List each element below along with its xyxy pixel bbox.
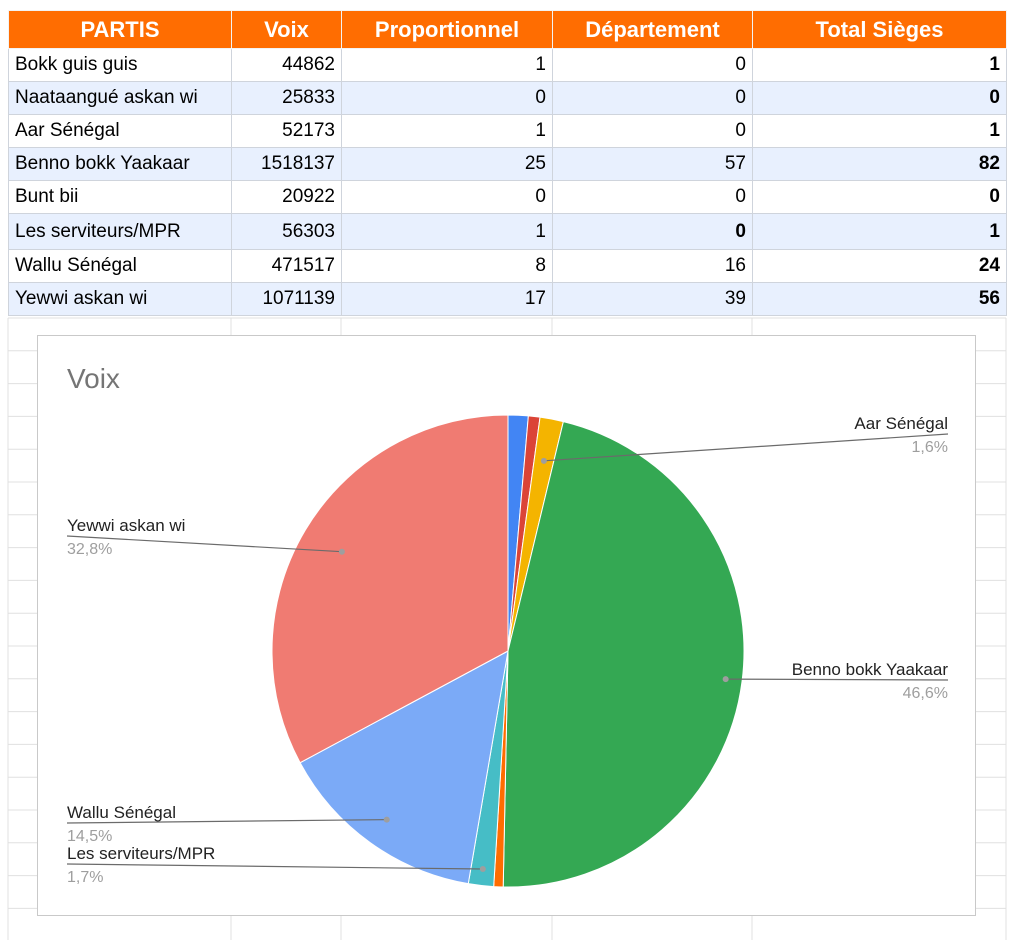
leader-line-benno-bokk-yaakaar: [725, 678, 949, 681]
slice-percent-benno-bokk-yaakaar: 46,6%: [903, 685, 948, 702]
cell-departement[interactable]: 0: [552, 213, 753, 250]
cell-proportionnel[interactable]: 0: [341, 81, 553, 115]
cell-departement[interactable]: 57: [552, 147, 753, 181]
table-row: Bokk guis guis 44862 1 0 1: [8, 48, 1007, 82]
leader-dot-wallu-senegal: [383, 816, 390, 823]
cell-proportionnel[interactable]: 0: [341, 180, 553, 214]
slice-percent-wallu-senegal: 14,5%: [67, 828, 112, 845]
cell-proportionnel[interactable]: 8: [341, 249, 553, 283]
cell-proportionnel[interactable]: 17: [341, 282, 553, 316]
leader-line-les-serviteurs-mpr: [66, 863, 483, 870]
leader-dot-yewwi-askan-wi: [338, 548, 345, 555]
cell-departement[interactable]: 0: [552, 114, 753, 148]
cell-party[interactable]: Benno bokk Yaakaar: [8, 147, 232, 181]
cell-voix[interactable]: 20922: [231, 180, 342, 214]
cell-voix[interactable]: 25833: [231, 81, 342, 115]
leader-dot-benno-bokk-yaakaar: [722, 676, 729, 683]
slice-label-yewwi-askan-wi: Yewwi askan wi: [67, 516, 185, 535]
cell-total[interactable]: 0: [752, 180, 1007, 214]
slice-label-benno-bokk-yaakaar: Benno bokk Yaakaar: [792, 660, 949, 679]
cell-party[interactable]: Bokk guis guis: [8, 48, 232, 82]
cell-departement[interactable]: 0: [552, 48, 753, 82]
cell-total[interactable]: 1: [752, 48, 1007, 82]
cell-party[interactable]: Les serviteurs/MPR: [8, 213, 232, 250]
chart-title: Voix: [67, 363, 120, 394]
cell-total[interactable]: 82: [752, 147, 1007, 181]
cell-voix[interactable]: 56303: [231, 213, 342, 250]
table-row: Wallu Sénégal 471517 8 16 24: [8, 249, 1007, 283]
cell-proportionnel[interactable]: 1: [341, 114, 553, 148]
cell-departement[interactable]: 39: [552, 282, 753, 316]
header-departement[interactable]: Département: [552, 10, 753, 49]
cell-party[interactable]: Yewwi askan wi: [8, 282, 232, 316]
cell-departement[interactable]: 0: [552, 81, 753, 115]
leader-line-yewwi-askan-wi: [66, 535, 342, 553]
header-row: PARTIS Voix Proportionnel Département To…: [8, 10, 1007, 49]
leader-dot-aar-senegal: [540, 457, 547, 464]
table-row: Aar Sénégal 52173 1 0 1: [8, 114, 1007, 148]
cell-proportionnel[interactable]: 25: [341, 147, 553, 181]
cell-party[interactable]: Naataangué askan wi: [8, 81, 232, 115]
cell-party[interactable]: Bunt bii: [8, 180, 232, 214]
cell-departement[interactable]: 16: [552, 249, 753, 283]
cell-departement[interactable]: 0: [552, 180, 753, 214]
slice-label-aar-senegal: Aar Sénégal: [854, 414, 948, 433]
leader-dot-les-serviteurs-mpr: [479, 866, 486, 873]
pie-chart[interactable]: Voix Aar Sénégal 1,6% Benno bokk Yaakaar 46…: [37, 335, 976, 916]
cell-voix[interactable]: 471517: [231, 249, 342, 283]
cell-proportionnel[interactable]: 1: [341, 213, 553, 250]
cell-total[interactable]: 0: [752, 81, 1007, 115]
table-row: Naataangué askan wi 25833 0 0 0: [8, 81, 1007, 115]
header-proportionnel[interactable]: Proportionnel: [341, 10, 553, 49]
pie-slice-yewwi-askan-wi[interactable]: [271, 414, 509, 764]
slice-percent-yewwi-askan-wi: 32,8%: [67, 541, 112, 558]
cell-total[interactable]: 24: [752, 249, 1007, 283]
pie-chart-canvas: Aar Sénégal 1,6% Benno bokk Yaakaar 46,6% Le…: [66, 414, 949, 888]
table-row: Bunt bii 20922 0 0 0: [8, 180, 1007, 214]
pie-slice-wallu-senegal[interactable]: [299, 650, 509, 885]
cell-voix[interactable]: 1071139: [231, 282, 342, 316]
table-row: Benno bokk Yaakaar 1518137 25 57 82: [8, 147, 1007, 181]
cell-voix[interactable]: 44862: [231, 48, 342, 82]
table-row: Yewwi askan wi 1071139 17 39 56: [8, 282, 1007, 316]
cell-voix[interactable]: 1518137: [231, 147, 342, 181]
slice-label-les-serviteurs-mpr: Les serviteurs/MPR: [67, 844, 215, 863]
slice-percent-les-serviteurs-mpr: 1,7%: [67, 869, 103, 886]
header-partis[interactable]: PARTIS: [8, 10, 232, 49]
cell-proportionnel[interactable]: 1: [341, 48, 553, 82]
cell-party[interactable]: Wallu Sénégal: [8, 249, 232, 283]
header-voix[interactable]: Voix: [231, 10, 342, 49]
cell-total[interactable]: 1: [752, 114, 1007, 148]
cell-voix[interactable]: 52173: [231, 114, 342, 148]
slice-label-wallu-senegal: Wallu Sénégal: [67, 803, 176, 822]
table-row: Les serviteurs/MPR 56303 1 0 1: [8, 213, 1007, 250]
cell-party[interactable]: Aar Sénégal: [8, 114, 232, 148]
pie-slice-benno-bokk-yaakaar[interactable]: [502, 420, 745, 888]
results-table: PARTIS Voix Proportionnel Département To…: [8, 10, 1007, 316]
slice-percent-aar-senegal: 1,6%: [912, 439, 948, 456]
header-total-sieges[interactable]: Total Sièges: [752, 10, 1007, 49]
cell-total[interactable]: 56: [752, 282, 1007, 316]
leader-line-wallu-senegal: [66, 819, 387, 824]
leader-line-aar-senegal: [543, 433, 949, 462]
cell-total[interactable]: 1: [752, 213, 1007, 250]
